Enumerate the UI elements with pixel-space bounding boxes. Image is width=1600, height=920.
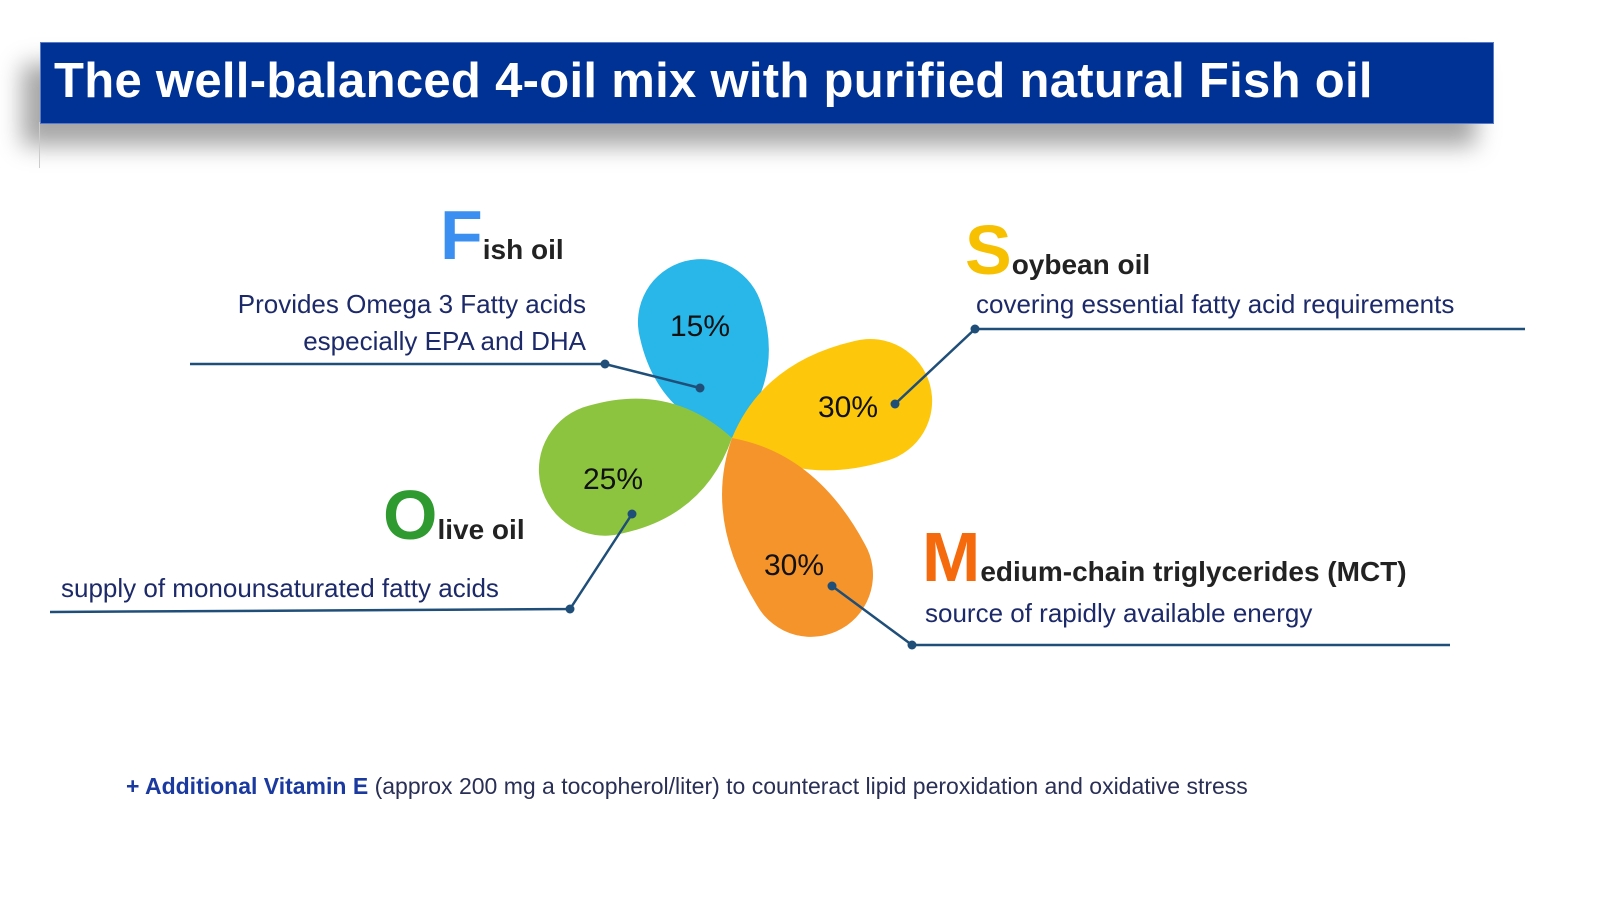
soybean-leader-dot (890, 399, 900, 409)
mct-name: edium-chain triglycerides (MCT) (980, 556, 1407, 587)
fish-leader-line (190, 362, 701, 390)
fish-oil-heading: Fish oil (440, 200, 564, 270)
mct-desc: source of rapidly available energy (925, 598, 1313, 628)
olive-petal (538, 398, 732, 536)
vitamin-e-note: + Additional Vitamin E (approx 200 mg a … (126, 773, 1248, 800)
olive-initial: O (383, 476, 438, 554)
mct-heading: Medium-chain triglycerides (MCT) (922, 522, 1407, 592)
fish-desc-2: especially EPA and DHA (303, 326, 586, 356)
fish-leader-dot (600, 359, 610, 369)
olive-name: live oil (437, 514, 525, 545)
soybean-initial: S (965, 211, 1012, 289)
mct-leader-dot (827, 581, 837, 591)
soybean-percent: 30% (818, 391, 878, 424)
fish-initial: F (440, 196, 483, 274)
soybean-leader-line (894, 327, 1525, 405)
vitamin-e-label: + Additional Vitamin E (126, 773, 369, 799)
fish-petal (638, 259, 769, 438)
page-title: The well-balanced 4-oil mix with purifie… (54, 54, 1373, 108)
mct-initial: M (922, 518, 981, 596)
divider (39, 122, 40, 168)
fish-name: ish oil (482, 234, 564, 265)
olive-leader-dot (565, 604, 575, 614)
fish-desc-1: Provides Omega 3 Fatty acids (237, 289, 586, 319)
fish-percent: 15% (670, 310, 730, 343)
vitamin-e-text: (approx 200 mg a tocopherol/liter) to co… (368, 773, 1248, 799)
mct-leader-dot (907, 640, 917, 650)
soybean-petal (732, 339, 933, 471)
soybean-desc: covering essential fatty acid requiremen… (976, 289, 1455, 319)
title-banner: The well-balanced 4-oil mix with purifie… (40, 42, 1494, 124)
olive-desc: supply of monounsaturated fatty acids (61, 573, 499, 603)
olive-oil-heading: Olive oil (383, 480, 525, 550)
fish-leader-dot (695, 383, 705, 393)
mct-percent: 30% (764, 549, 824, 582)
soybean-leader-dot (970, 324, 980, 334)
soybean-oil-heading: Soybean oil (965, 215, 1150, 285)
olive-percent: 25% (583, 463, 643, 496)
soybean-name: oybean oil (1011, 249, 1151, 280)
olive-leader-dot (627, 509, 637, 519)
